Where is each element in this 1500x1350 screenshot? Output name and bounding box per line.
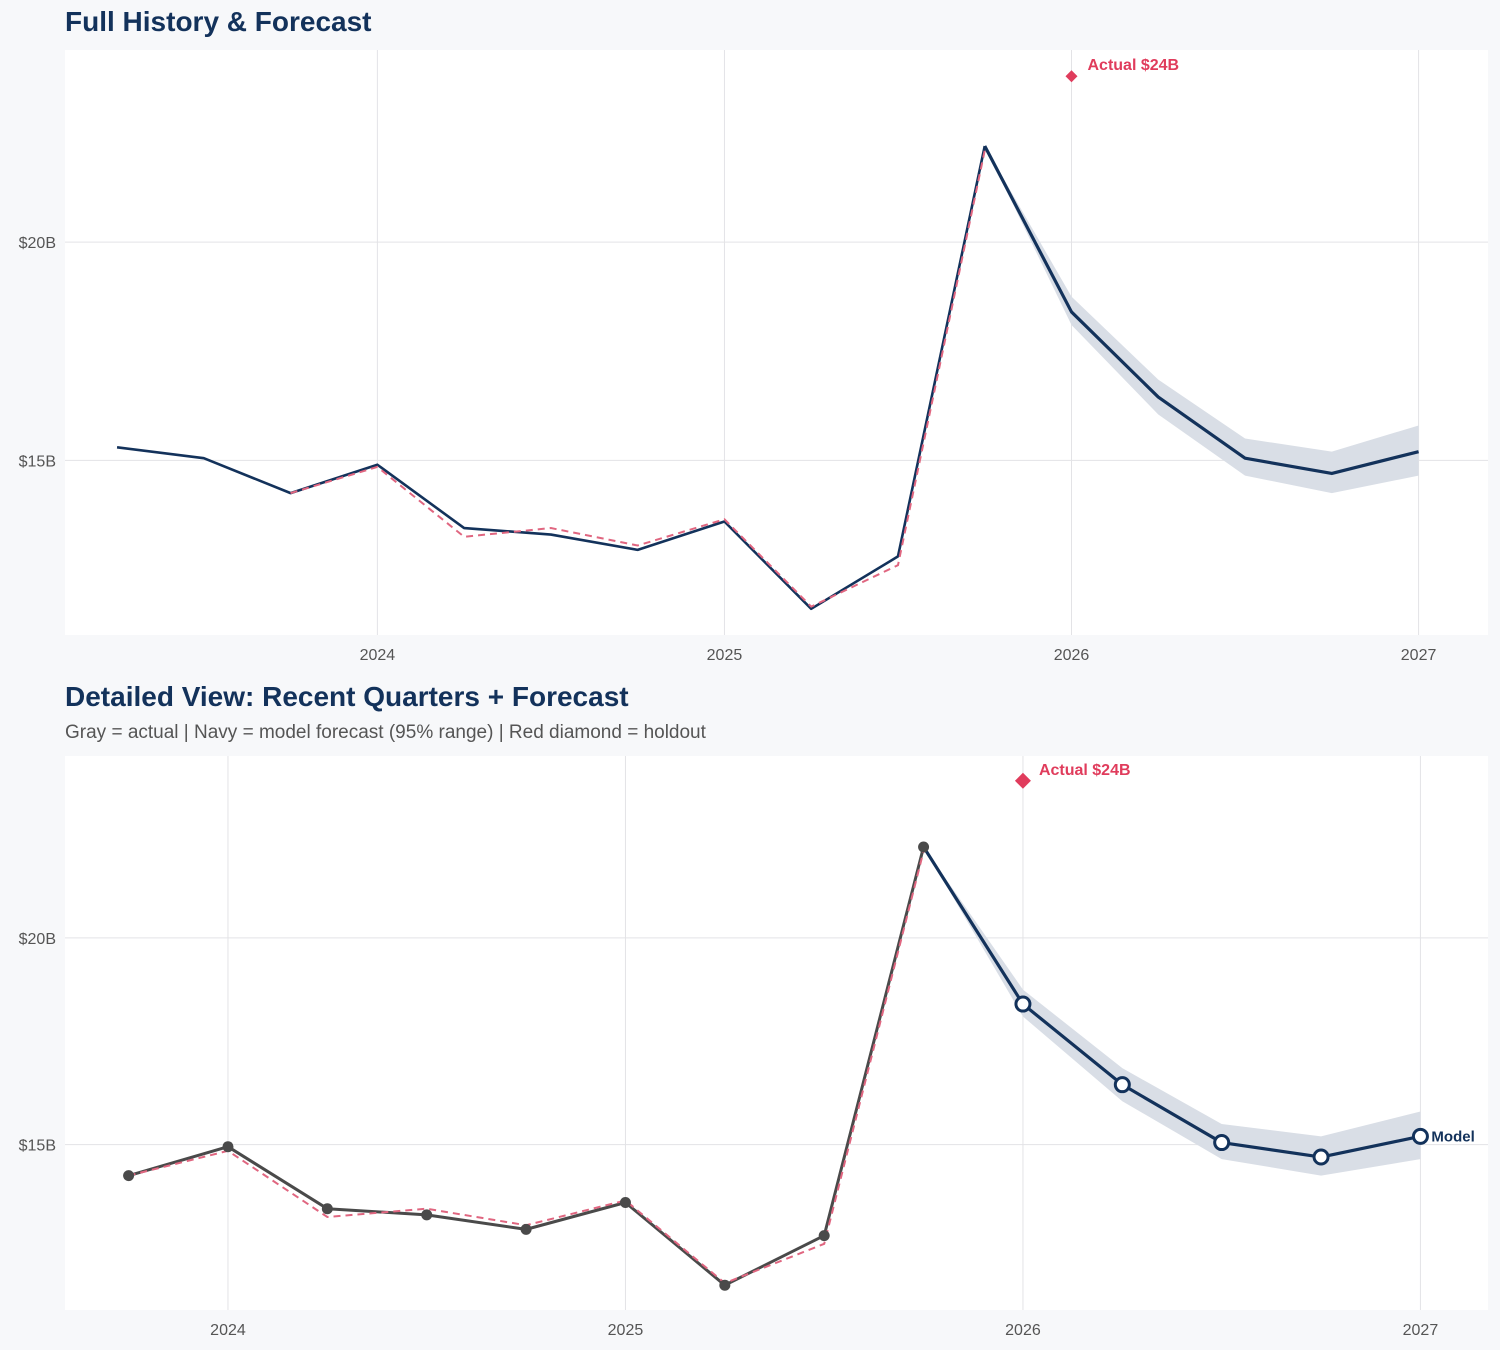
chart1-plot-area xyxy=(65,50,1488,635)
chart2-holdout-diamond xyxy=(1014,772,1031,789)
chart2-actual-point xyxy=(520,1223,532,1235)
chart2-actual-point xyxy=(918,841,930,853)
chart1-x-tick-label: 2024 xyxy=(360,647,396,664)
chart1-holdout-annotation: Actual $24B xyxy=(1088,57,1180,74)
chart2-actual-point xyxy=(818,1230,830,1242)
chart2-actual-point xyxy=(123,1170,135,1182)
chart2-holdout-annotation: Actual $24B xyxy=(1039,762,1131,779)
chart2-forecast-line xyxy=(922,846,1421,1159)
chart-2-subtitle: Gray = actual | Navy = model forecast (9… xyxy=(65,722,706,743)
chart2-y-tick-label: $15B xyxy=(19,1138,56,1155)
chart2-actual-point xyxy=(719,1279,731,1291)
chart1-holdout-diamond xyxy=(1065,70,1078,83)
chart2-y-tick-label: $20B xyxy=(19,931,56,948)
chart2-forecast-point xyxy=(1213,1134,1231,1152)
chart2-forecast-point xyxy=(1014,995,1032,1013)
chart2-actual-point xyxy=(421,1209,433,1221)
chart2-x-tick-label: 2026 xyxy=(1005,1322,1041,1339)
chart1-actual-line xyxy=(116,145,987,611)
chart1-fitted-dashed-line xyxy=(290,150,986,608)
chart2-x-tick-label: 2024 xyxy=(210,1322,246,1339)
chart2-x-tick-label: 2027 xyxy=(1403,1322,1439,1339)
chart2-actual-point xyxy=(222,1141,234,1153)
chart1-y-tick-label: $15B xyxy=(19,453,56,470)
chart2-plot-area xyxy=(65,756,1488,1310)
chart1-forecast-band xyxy=(984,146,1419,494)
chart-1: 2024 2025 2026 2027 $15B $20B Actual $24B xyxy=(19,50,1488,664)
chart1-y-tick-label: $20B xyxy=(19,235,56,252)
chart1-x-tick-label: 2027 xyxy=(1401,647,1437,664)
chart1-x-tick-label: 2025 xyxy=(707,647,743,664)
chart1-x-tick-label: 2026 xyxy=(1054,647,1090,664)
chart2-model-end-label: Model xyxy=(1431,1128,1474,1145)
chart-1-title: Full History & Forecast xyxy=(65,6,372,37)
chart2-x-tick-label: 2025 xyxy=(608,1322,644,1339)
chart2-forecast-point xyxy=(1113,1076,1131,1094)
chart2-actual-point xyxy=(321,1203,333,1215)
chart2-forecast-point xyxy=(1411,1127,1429,1145)
chart1-forecast-line xyxy=(983,145,1419,476)
chart-2-title: Detailed View: Recent Quarters + Forecas… xyxy=(65,681,629,712)
chart2-actual-point xyxy=(619,1197,631,1209)
chart2-forecast-point xyxy=(1312,1148,1330,1166)
